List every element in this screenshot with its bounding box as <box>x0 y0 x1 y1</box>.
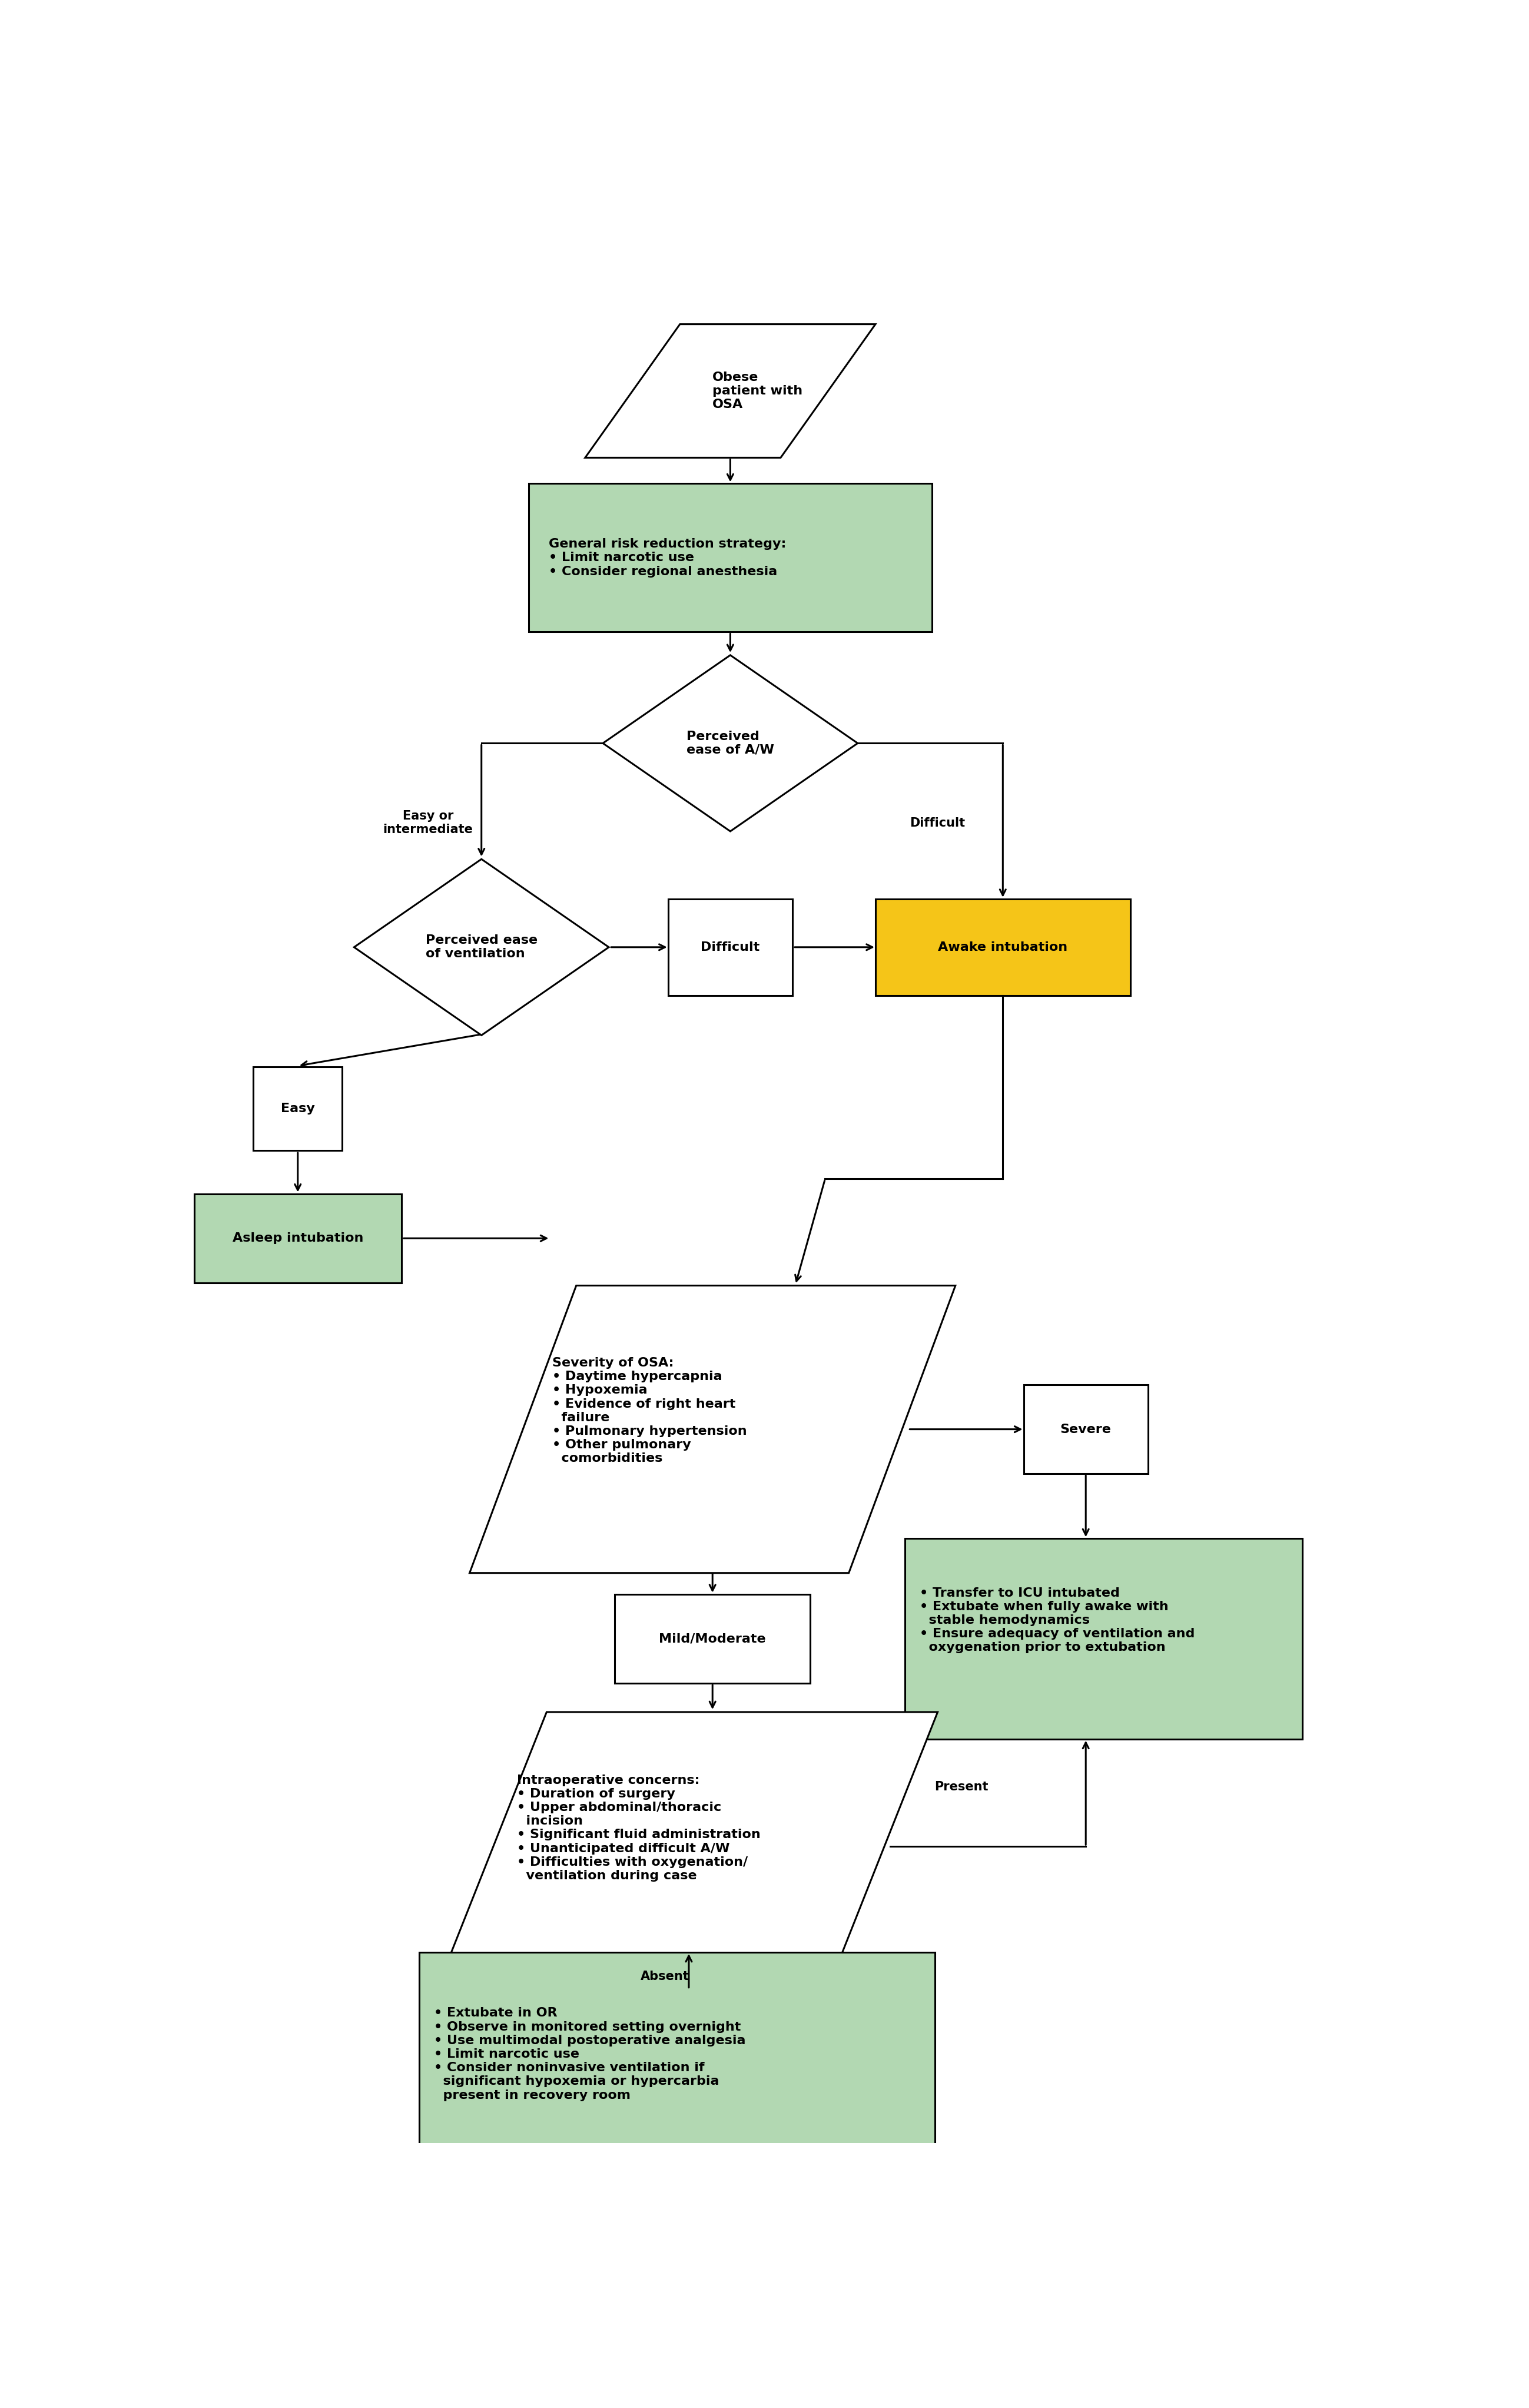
Polygon shape <box>355 860 609 1035</box>
FancyBboxPatch shape <box>529 484 931 631</box>
Text: Obese
patient with
OSA: Obese patient with OSA <box>713 371 803 409</box>
FancyBboxPatch shape <box>419 1953 934 2194</box>
Polygon shape <box>440 1712 937 1982</box>
Text: Perceived
ease of A/W: Perceived ease of A/W <box>687 730 774 756</box>
FancyBboxPatch shape <box>876 898 1130 995</box>
Text: Severe: Severe <box>1060 1423 1112 1435</box>
Polygon shape <box>469 1286 956 1572</box>
Text: Difficult: Difficult <box>700 942 760 954</box>
FancyBboxPatch shape <box>615 1594 810 1683</box>
Text: Awake intubation: Awake intubation <box>937 942 1067 954</box>
Text: Easy: Easy <box>281 1103 315 1115</box>
Polygon shape <box>586 325 876 458</box>
Text: Difficult: Difficult <box>910 816 965 828</box>
Text: Mild/Moderate: Mild/Moderate <box>659 1633 766 1645</box>
Polygon shape <box>602 655 858 831</box>
Text: Easy or
intermediate: Easy or intermediate <box>384 809 472 836</box>
Text: Absent: Absent <box>641 1970 690 1982</box>
FancyBboxPatch shape <box>1023 1385 1148 1474</box>
Text: Present: Present <box>934 1782 988 1794</box>
Text: Perceived ease
of ventilation: Perceived ease of ventilation <box>425 934 537 961</box>
FancyBboxPatch shape <box>194 1194 402 1283</box>
Text: • Extubate in OR
• Observe in monitored setting overnight
• Use multimodal posto: • Extubate in OR • Observe in monitored … <box>434 2008 746 2102</box>
Text: Asleep intubation: Asleep intubation <box>232 1233 364 1245</box>
Text: General risk reduction strategy:
• Limit narcotic use
• Consider regional anesth: General risk reduction strategy: • Limit… <box>549 539 786 578</box>
Text: • Transfer to ICU intubated
• Extubate when fully awake with
  stable hemodynami: • Transfer to ICU intubated • Extubate w… <box>920 1587 1196 1654</box>
FancyBboxPatch shape <box>905 1539 1303 1739</box>
FancyBboxPatch shape <box>668 898 792 995</box>
Text: Severity of OSA:
• Daytime hypercapnia
• Hypoxemia
• Evidence of right heart
  f: Severity of OSA: • Daytime hypercapnia •… <box>552 1358 748 1464</box>
Text: Intraoperative concerns:
• Duration of surgery
• Upper abdominal/thoracic
  inci: Intraoperative concerns: • Duration of s… <box>517 1775 760 1881</box>
FancyBboxPatch shape <box>254 1067 342 1151</box>
